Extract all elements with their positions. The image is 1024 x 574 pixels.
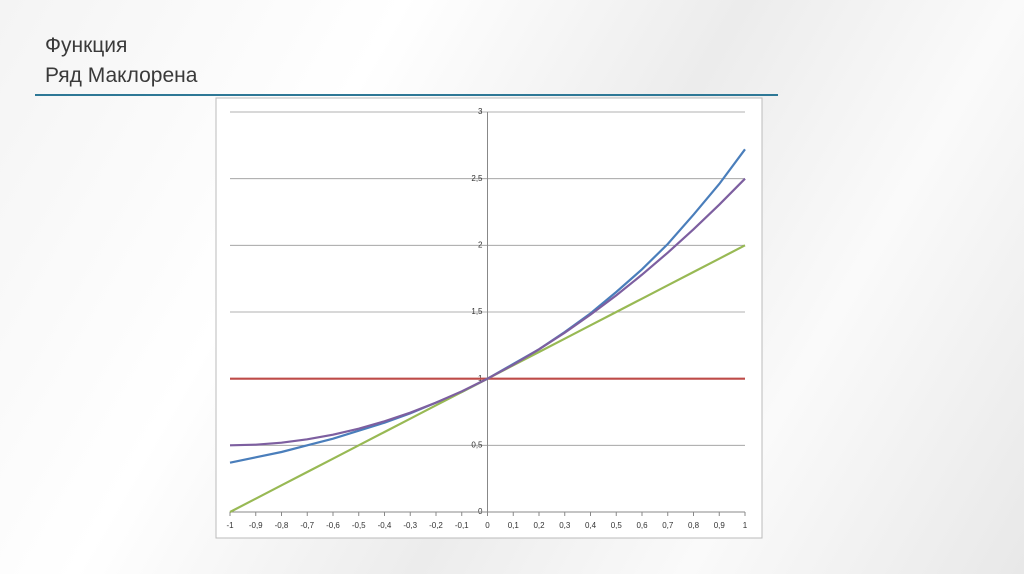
x-tick-label: -0,6 [326,521,340,530]
series-line [229,177,746,447]
x-tick-label: 0 [485,521,490,530]
x-tick-label: 0,9 [714,521,726,530]
x-tick-label: -1 [226,521,234,530]
y-tick-label: 0,5 [471,440,483,449]
x-tick-label: -0,8 [275,521,289,530]
x-tick-label: -0,3 [403,521,417,530]
x-tick-label: 0,7 [662,521,674,530]
x-tick-label: -0,7 [300,521,314,530]
x-tick-label: 1 [743,521,748,530]
x-tick-label: -0,9 [249,521,263,530]
x-tick-label: 0,2 [533,521,545,530]
x-tick-label: -0,2 [429,521,443,530]
x-tick-label: 0,1 [508,521,520,530]
y-tick-label: 3 [478,107,483,116]
x-tick-label: 0,4 [585,521,597,530]
y-tick-label: 2 [478,240,483,249]
x-tick-label: -0,4 [378,521,392,530]
x-tick-label: -0,5 [352,521,366,530]
y-tick-label: 2,5 [471,174,483,183]
x-tick-label: 0,8 [688,521,700,530]
x-tick-label: 0,3 [559,521,571,530]
title-rule [35,94,778,96]
slide-title: Функция [45,34,128,57]
slide-subtitle: Ряд Маклорена [45,64,198,87]
y-tick-label: 1,5 [471,307,483,316]
x-tick-label: 0,5 [611,521,623,530]
x-tick-label: -0,1 [455,521,469,530]
chart-area [215,97,763,539]
x-tick-label: 0,6 [636,521,648,530]
